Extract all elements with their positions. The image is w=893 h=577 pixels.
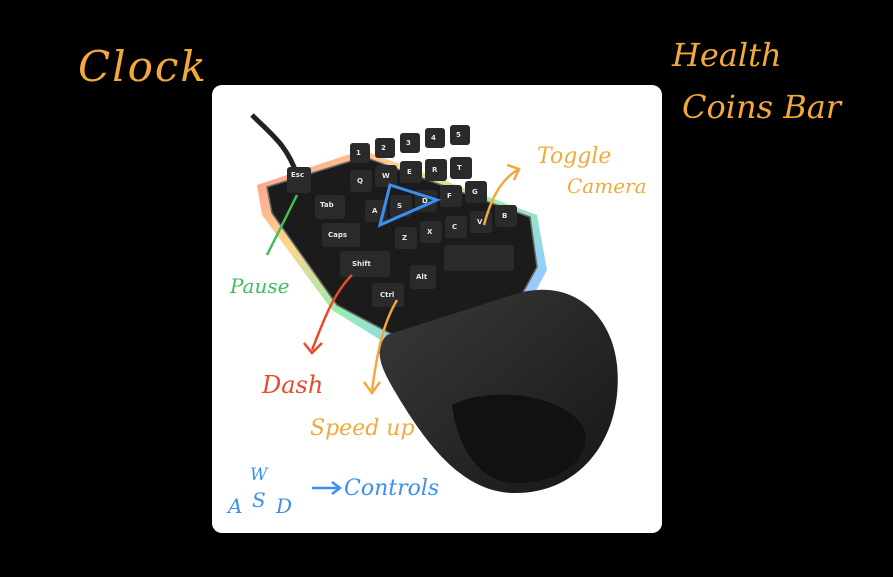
svg-text:Q: Q xyxy=(357,177,363,185)
pause-label: Pause xyxy=(229,274,289,298)
wasd-triangle-mark xyxy=(377,183,442,228)
camera-label: Camera xyxy=(567,174,647,198)
svg-text:D: D xyxy=(422,197,428,205)
svg-text:Esc: Esc xyxy=(291,171,304,179)
keyboard-illustration: 1 2 3 4 5 Esc Tab Q W E R T Caps A S D F… xyxy=(226,113,647,518)
svg-text:X: X xyxy=(427,228,433,236)
keyboard-photo-card: 1 2 3 4 5 Esc Tab Q W E R T Caps A S D F… xyxy=(212,85,662,533)
wasd-a-label: A xyxy=(226,494,242,518)
svg-text:Alt: Alt xyxy=(416,273,428,281)
svg-text:A: A xyxy=(372,207,378,215)
wasd-s-label: S xyxy=(252,488,266,512)
svg-text:T: T xyxy=(457,164,462,172)
controls-label: Controls xyxy=(344,476,439,501)
speed-up-label: Speed up xyxy=(310,416,415,441)
dash-label: Dash xyxy=(261,371,323,399)
svg-text:Ctrl: Ctrl xyxy=(380,291,394,299)
svg-text:C: C xyxy=(452,223,457,231)
wasd-d-label: D xyxy=(275,494,292,518)
wasd-w-label: W xyxy=(250,465,269,485)
palm-pad xyxy=(452,394,586,484)
svg-text:F: F xyxy=(447,192,452,200)
toggle-arrow xyxy=(482,168,518,226)
svg-text:1: 1 xyxy=(356,149,361,157)
svg-text:E: E xyxy=(407,168,412,176)
svg-text:R: R xyxy=(432,166,438,174)
toggle-label: Toggle xyxy=(537,144,611,169)
controls-arrowhead xyxy=(331,481,343,495)
svg-text:B: B xyxy=(502,212,507,220)
cable xyxy=(250,113,300,176)
svg-text:Tab: Tab xyxy=(320,201,334,209)
toggle-arrowhead xyxy=(506,163,521,181)
svg-text:2: 2 xyxy=(381,144,386,152)
speed-arrowhead xyxy=(362,381,382,396)
coins-bar-note: Coins Bar xyxy=(682,88,842,126)
svg-text:Shift: Shift xyxy=(352,260,371,268)
clock-note: Clock xyxy=(78,42,208,91)
svg-text:4: 4 xyxy=(431,134,436,142)
svg-text:3: 3 xyxy=(406,139,411,147)
health-note: Health xyxy=(672,36,782,74)
svg-text:5: 5 xyxy=(456,131,461,139)
pause-arrow xyxy=(265,194,299,256)
dash-arrow xyxy=(310,274,353,351)
svg-text:Caps: Caps xyxy=(328,231,347,239)
svg-text:W: W xyxy=(382,172,390,180)
speed-arrow xyxy=(370,299,399,391)
svg-text:V: V xyxy=(477,218,483,226)
svg-text:G: G xyxy=(472,188,478,196)
svg-text:Z: Z xyxy=(402,234,407,242)
svg-text:S: S xyxy=(397,202,402,210)
dash-arrowhead xyxy=(303,342,323,355)
